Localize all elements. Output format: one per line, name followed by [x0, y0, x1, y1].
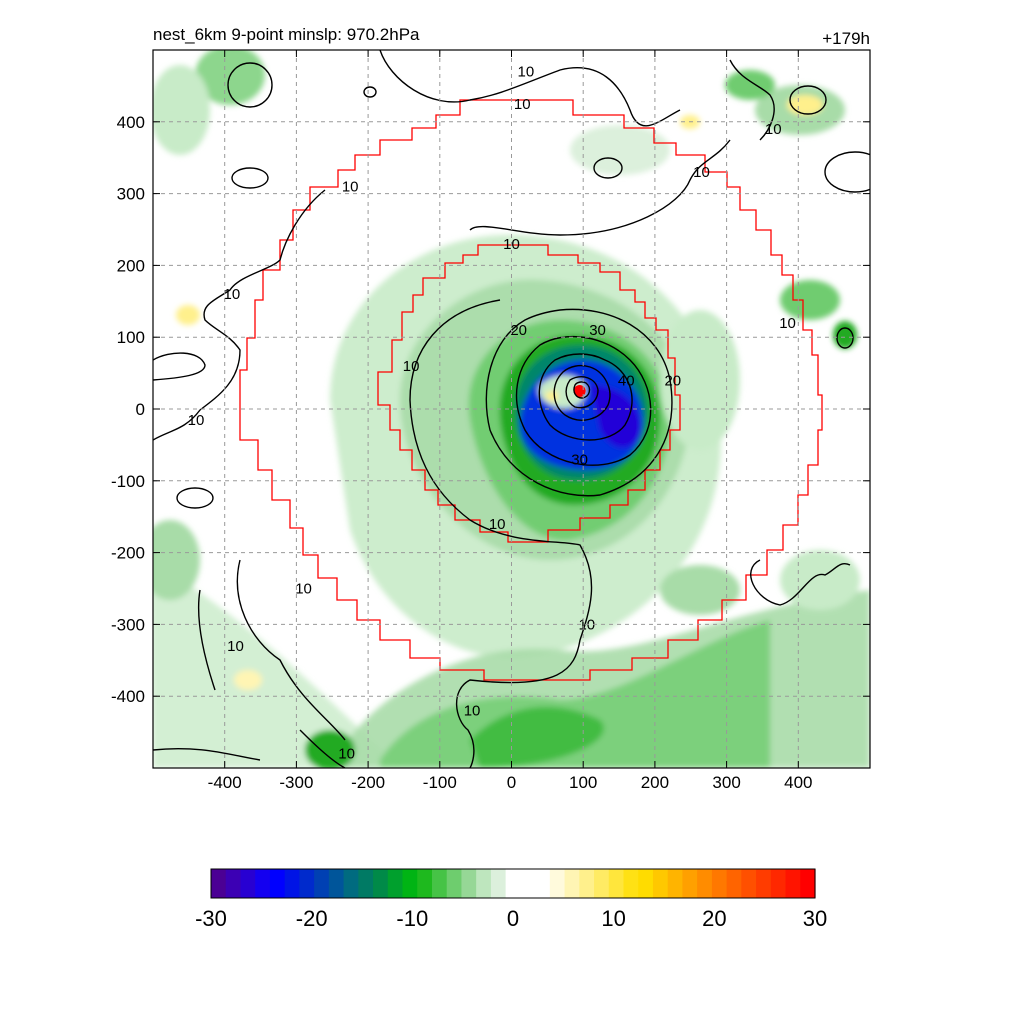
x-tick-label: -400 [208, 773, 242, 792]
contour-label: 10 [403, 358, 420, 375]
contour-label: 10 [227, 638, 244, 655]
colorbar-cell [682, 869, 698, 898]
colorbar-labels: -30 -20 -10 0 10 20 30 [195, 906, 827, 931]
colorbar-cell [211, 869, 227, 898]
colorbar-cell [579, 869, 595, 898]
colorbar-label: 0 [507, 906, 519, 931]
colorbar-cell [535, 869, 551, 898]
colorbar-cell [564, 869, 580, 898]
x-tick-label: 100 [569, 773, 597, 792]
colorbar-cell [505, 869, 521, 898]
colorbar-label: -30 [195, 906, 227, 931]
shaded-field: 1010101010101010101010101010101020203030… [153, 50, 870, 768]
y-tick-label: 100 [117, 328, 145, 347]
colorbar-cell [314, 869, 330, 898]
x-tick-label: -300 [279, 773, 313, 792]
y-tick-label: 200 [117, 256, 145, 275]
colorbar-cell [520, 869, 536, 898]
colorbar-label: 20 [702, 906, 726, 931]
colorbar-cell [800, 869, 816, 898]
contour-label: 40 [618, 372, 635, 389]
contour-label: 10 [514, 96, 531, 113]
colorbar-cell [638, 869, 654, 898]
colorbar-cell [490, 869, 507, 898]
colorbar-frame [210, 868, 816, 899]
plot-area: 1010101010101010101010101010101020203030… [111, 49, 871, 792]
colorbar-cell [402, 869, 418, 898]
contour-label: 10 [188, 412, 205, 429]
contour-label: 30 [571, 451, 588, 468]
contour-label: 10 [342, 178, 359, 195]
contour-label: 20 [510, 322, 527, 339]
contour-label: 20 [664, 372, 681, 389]
contour-label: 10 [224, 286, 241, 303]
contour-label: 10 [489, 516, 506, 533]
colorbar-cell [549, 869, 566, 898]
colorbar-cells [211, 869, 816, 898]
y-tick-label: -100 [111, 472, 145, 491]
colorbar-cell [741, 869, 757, 898]
colorbar-cell [225, 869, 242, 898]
x-tick-label: 300 [712, 773, 740, 792]
y-tick-label: 0 [136, 400, 145, 419]
colorbar-label: 30 [803, 906, 827, 931]
contour-lines [153, 50, 870, 768]
colorbar-cell [652, 869, 669, 898]
contour-label: 10 [693, 164, 710, 181]
x-tick-label: -200 [351, 773, 385, 792]
colorbar-cell [461, 869, 477, 898]
colorbar-label: -10 [396, 906, 428, 931]
colorbar-cell [756, 869, 772, 898]
x-tick-label: 0 [507, 773, 516, 792]
colorbar-label: 10 [601, 906, 625, 931]
colorbar-label: -20 [296, 906, 328, 931]
y-tick-label: 400 [117, 113, 145, 132]
colorbar-cell [373, 869, 389, 898]
x-tick-label: 200 [641, 773, 669, 792]
chart-title-right: +179h [822, 29, 870, 48]
colorbar-cell [328, 869, 345, 898]
colorbar-cell [417, 869, 433, 898]
contour-label: 10 [295, 581, 312, 598]
y-tick-label: -400 [111, 687, 145, 706]
colorbar-cell [623, 869, 639, 898]
colorbar-cell [594, 869, 610, 898]
colorbar-cell [711, 869, 728, 898]
colorbar-cell [284, 869, 300, 898]
contour-label: 10 [765, 121, 782, 138]
colorbar-cell [726, 869, 742, 898]
x-tick-label: 400 [784, 773, 812, 792]
colorbar-cell [697, 869, 713, 898]
y-tick-label: 300 [117, 185, 145, 204]
contour-label: 10 [464, 703, 481, 720]
y-tick-label: -200 [111, 544, 145, 563]
y-tick-label: -300 [111, 615, 145, 634]
contour-label: 10 [338, 746, 355, 763]
contour-label: 10 [779, 315, 796, 332]
colorbar-cell [387, 869, 404, 898]
colorbar-cell [446, 869, 463, 898]
colorbar-cell [255, 869, 271, 898]
colorbar-cell [358, 869, 374, 898]
center-max-marker [573, 385, 586, 398]
colorbar-cell [785, 869, 801, 898]
axes: -400 -300 -200 -100 0 100 200 300 400-400-300-20… [111, 50, 870, 792]
colorbar-cell [476, 869, 492, 898]
colorbar-cell [299, 869, 315, 898]
colorbar-cell [431, 869, 448, 898]
outer-boundary-outline [239, 99, 823, 681]
colorbar: -30 -20 -10 0 10 20 30 [195, 868, 827, 931]
x-tick-label: -100 [423, 773, 457, 792]
inner-boundary-outline [377, 244, 681, 543]
contour-label: 10 [517, 64, 534, 81]
colorbar-cell [667, 869, 684, 898]
colorbar-cell [608, 869, 625, 898]
chart-title-left: nest_6km 9-point minslp: 970.2hPa [153, 25, 420, 44]
colorbar-cell [343, 869, 359, 898]
contour-label: 30 [589, 322, 606, 339]
colorbar-cell [240, 869, 256, 898]
colorbar-cell [269, 869, 286, 898]
colorbar-cell [770, 869, 787, 898]
